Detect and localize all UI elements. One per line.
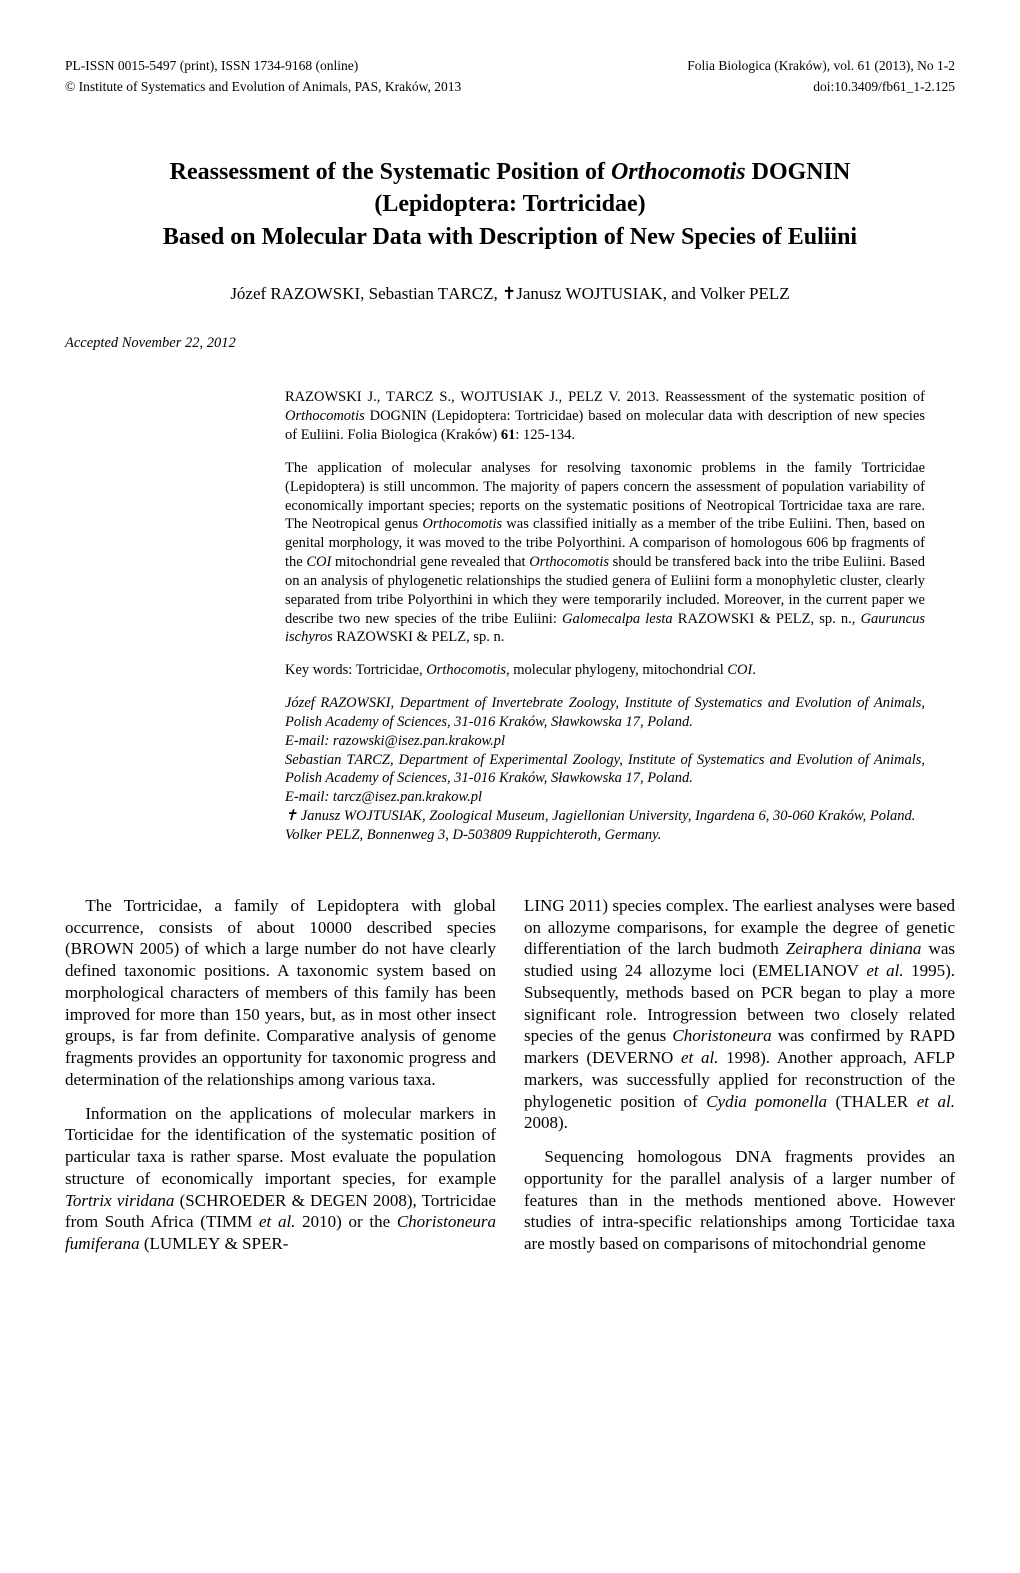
header-meta-row2: © Institute of Systematics and Evolution… xyxy=(65,79,955,96)
title-line-3: Based on Molecular Data with Description… xyxy=(65,221,955,253)
abstract-paragraph: The application of molecular analyses fo… xyxy=(285,459,925,647)
title-line-2: (Lepidoptera: Tortricidae) xyxy=(65,188,955,220)
doi-line: doi:10.3409/fb61_1-2.125 xyxy=(813,79,955,96)
col2-p1: LING 2011) species complex. The earliest… xyxy=(524,895,955,1134)
copyright-line: © Institute of Systematics and Evolution… xyxy=(65,79,461,96)
col1-p2: Information on the applications of molec… xyxy=(65,1103,496,1255)
authors-line: Józef RAZOWSKI, Sebastian TARCZ, ✝Janusz… xyxy=(65,283,955,304)
affiliations: Józef RAZOWSKI, Department of Invertebra… xyxy=(285,694,925,845)
citation-paragraph: RAZOWSKI J., TARCZ S., WOJTUSIAK J., PEL… xyxy=(285,388,925,445)
accepted-date: Accepted November 22, 2012 xyxy=(65,334,955,352)
column-right: LING 2011) species complex. The earliest… xyxy=(524,895,955,1267)
col1-p1: The Tortricidae, a family of Lepidoptera… xyxy=(65,895,496,1091)
title-pre: Reassessment of the Systematic Position … xyxy=(170,159,611,185)
column-left: The Tortricidae, a family of Lepidoptera… xyxy=(65,895,496,1267)
article-title: Reassessment of the Systematic Position … xyxy=(65,156,955,253)
header-meta-row1: PL-ISSN 0015-5497 (print), ISSN 1734-916… xyxy=(65,58,955,75)
body-columns: The Tortricidae, a family of Lepidoptera… xyxy=(65,895,955,1267)
title-genus-italic: Orthocomotis xyxy=(611,159,746,185)
keywords-line: Key words: Tortricidae, Orthocomotis, mo… xyxy=(285,661,925,680)
abstract-block: RAZOWSKI J., TARCZ S., WOJTUSIAK J., PEL… xyxy=(285,388,925,845)
journal-line: Folia Biologica (Kraków), vol. 61 (2013)… xyxy=(687,58,955,75)
title-post: DOGNIN xyxy=(746,159,851,185)
issn-line: PL-ISSN 0015-5497 (print), ISSN 1734-916… xyxy=(65,58,358,75)
col2-p2: Sequencing homologous DNA fragments prov… xyxy=(524,1146,955,1255)
title-line-1: Reassessment of the Systematic Position … xyxy=(65,156,955,188)
